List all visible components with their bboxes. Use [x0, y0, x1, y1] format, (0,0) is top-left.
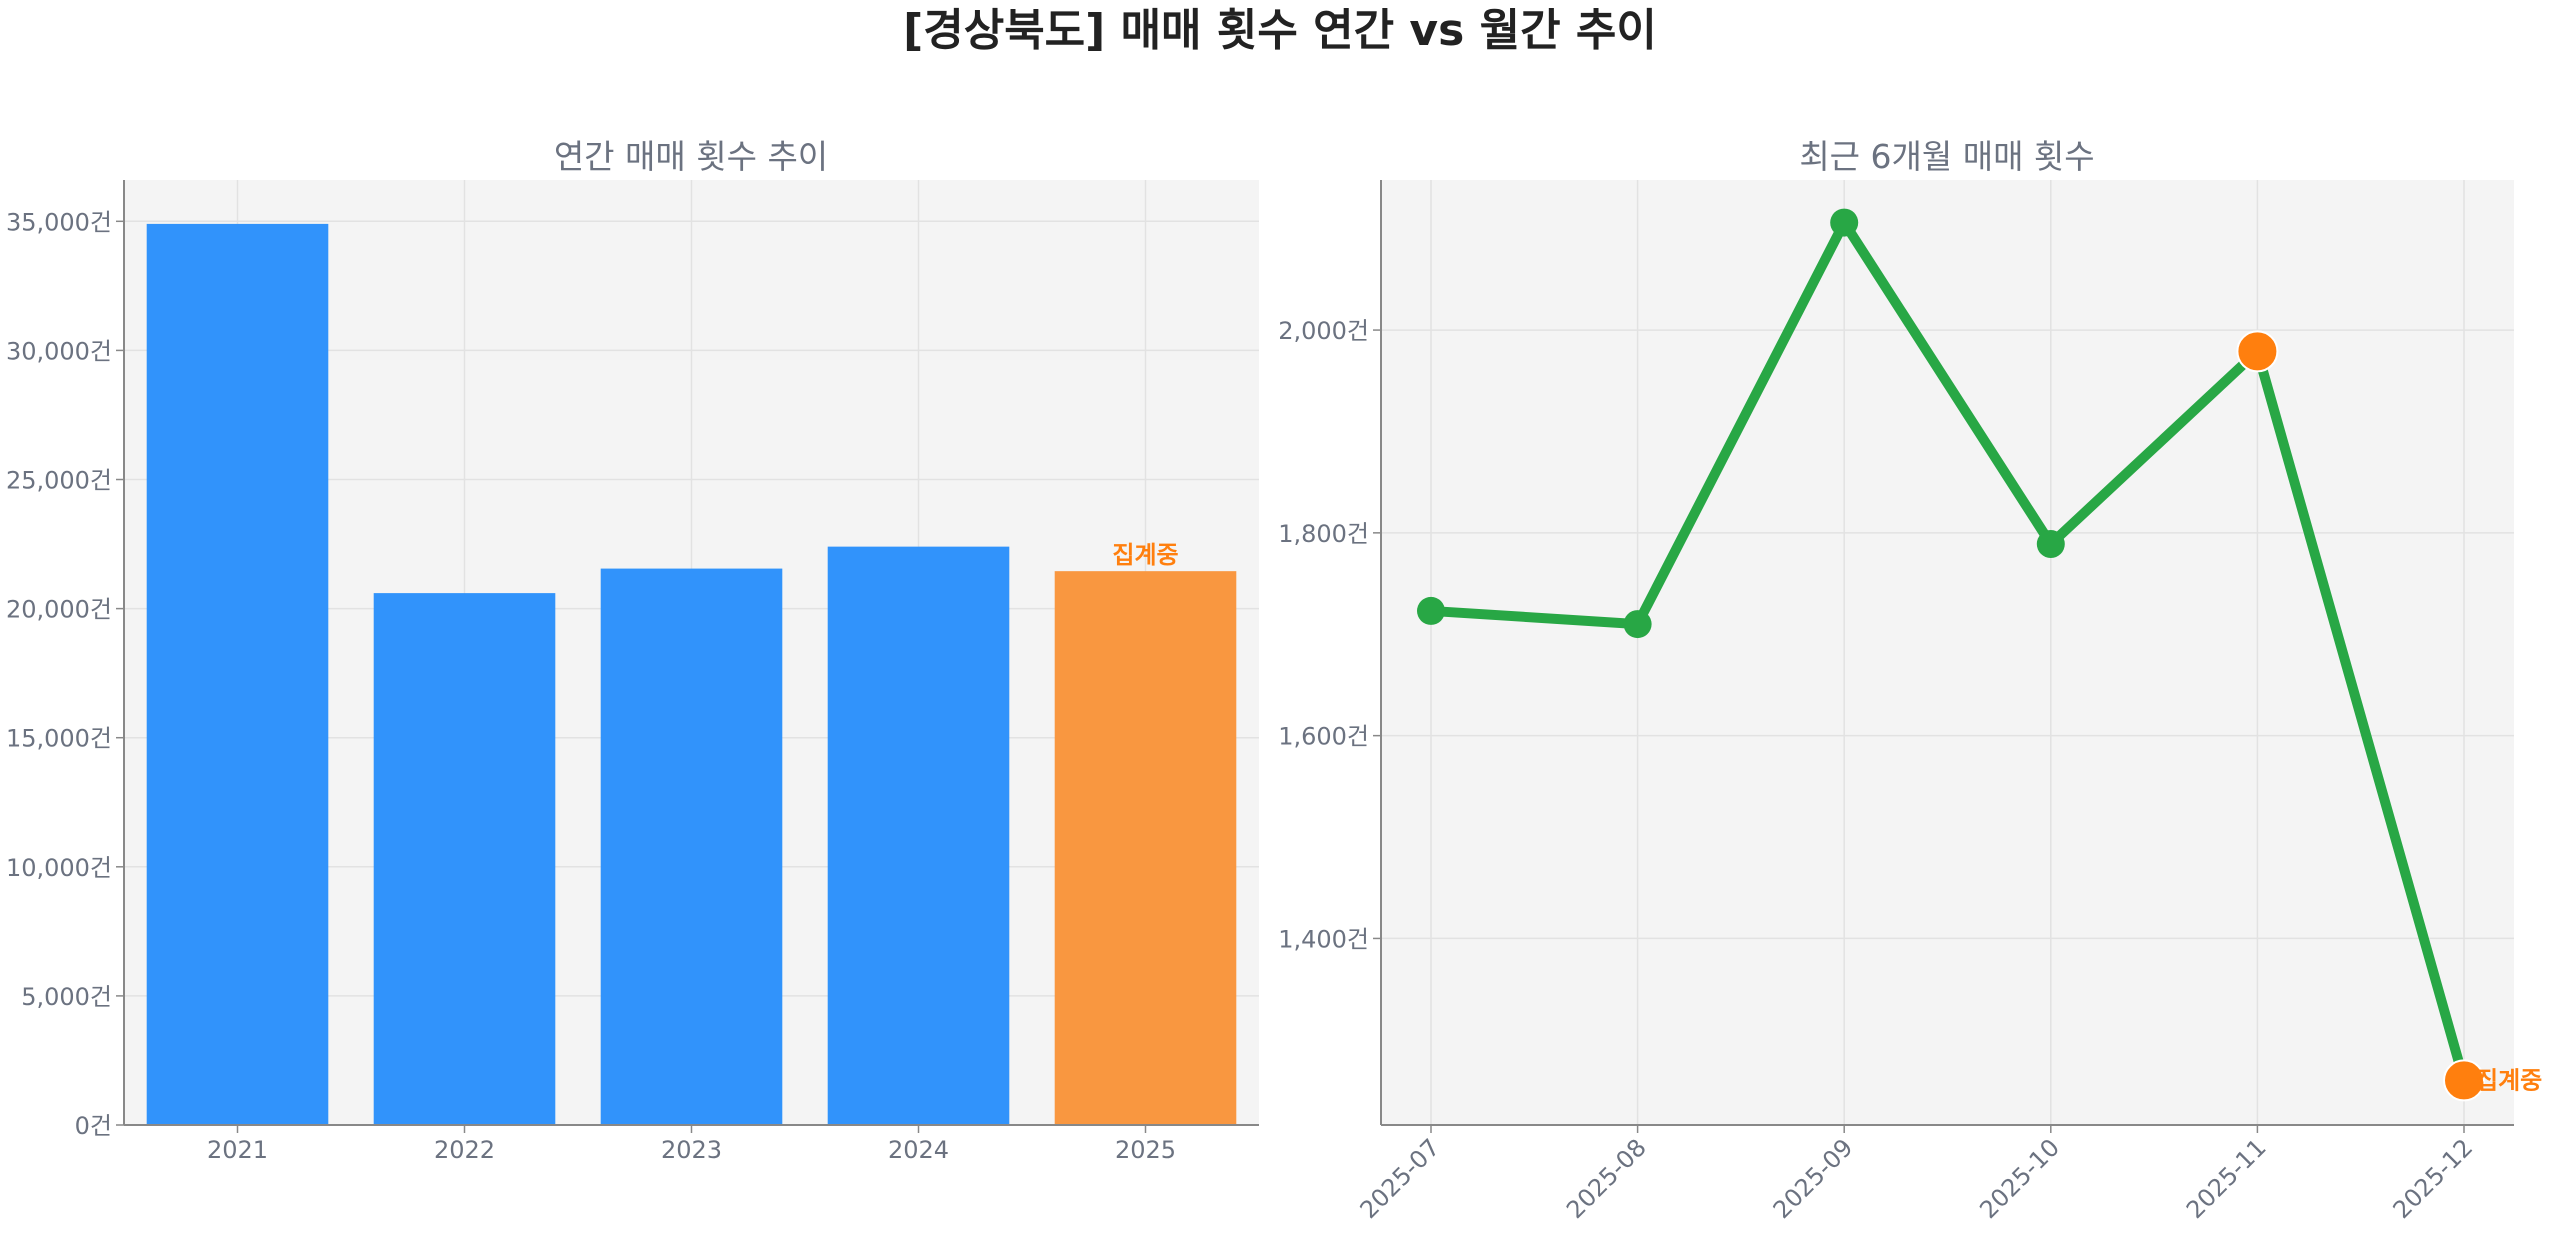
- data-line: [1430, 217, 2469, 1082]
- plot-background: [1381, 180, 2514, 1125]
- y-tick-label: 10,000건: [6, 854, 112, 882]
- x-tick-label: 2025-11: [2181, 1133, 2272, 1224]
- bar-chart-title: 연간 매매 횟수 추이: [554, 137, 828, 176]
- y-tick-label: 1,800건: [1278, 520, 1369, 548]
- line-chart: 1,400건 1,600건 1,800건 2,000건 2025-07 2025-08 20…: [1278, 180, 2542, 1224]
- x-tick-label: 2023: [661, 1136, 722, 1164]
- y-tick-label: 2,000건: [1278, 317, 1369, 345]
- y-tick-label: 15,000건: [6, 725, 112, 753]
- data-point-2025-07: [1417, 596, 1445, 625]
- data-point-2025-10: [2036, 530, 2065, 559]
- line-chart-title: 최근 6개월 매매 횟수: [1799, 137, 2094, 176]
- data-point-2025-08: [1623, 610, 1652, 639]
- y-tick-label: 1,600건: [1278, 723, 1369, 751]
- bar-2024: [827, 546, 1010, 1125]
- data-point-2025-09: [1830, 208, 1859, 237]
- bar-2025: [1054, 571, 1237, 1125]
- bar-2023: [600, 568, 783, 1125]
- y-tick-label: 5,000건: [21, 983, 112, 1011]
- x-tick-label: 2025: [1115, 1136, 1176, 1164]
- annotation-label: 집계중: [1112, 541, 1178, 569]
- y-tick-label: 35,000건: [6, 208, 112, 236]
- annotation-label: 집계중: [2476, 1066, 2542, 1094]
- x-tick-label: 2025-08: [1561, 1133, 1652, 1224]
- x-tick-label: 2025-07: [1355, 1133, 1446, 1224]
- bar-chart: 0건 5,000건 10,000건 15,000건 20,000건 25,000건 30,0…: [6, 180, 1259, 1164]
- x-tick-label: 2025-12: [2388, 1133, 2479, 1224]
- x-tick-label: 2025-09: [1768, 1133, 1859, 1224]
- x-tick-label: 2025-10: [1974, 1133, 2065, 1224]
- data-point-2025-11: [2236, 330, 2279, 373]
- bar-2022: [373, 593, 556, 1125]
- bar-2021: [146, 223, 329, 1126]
- data-point-2025-12: [2443, 1059, 2485, 1102]
- figure-title: [경상북도] 매매 횟수 연간 vs 월간 추이: [903, 5, 1657, 56]
- x-tick-label: 2022: [434, 1136, 495, 1164]
- x-tick-label: 2024: [888, 1136, 949, 1164]
- y-tick-label: 1,400건: [1278, 925, 1369, 953]
- y-tick-label: 25,000건: [6, 467, 112, 495]
- y-tick-label: 30,000건: [6, 337, 112, 365]
- y-tick-label: 0건: [75, 1112, 112, 1140]
- y-tick-label: 20,000건: [6, 596, 112, 624]
- x-tick-label: 2021: [207, 1136, 268, 1164]
